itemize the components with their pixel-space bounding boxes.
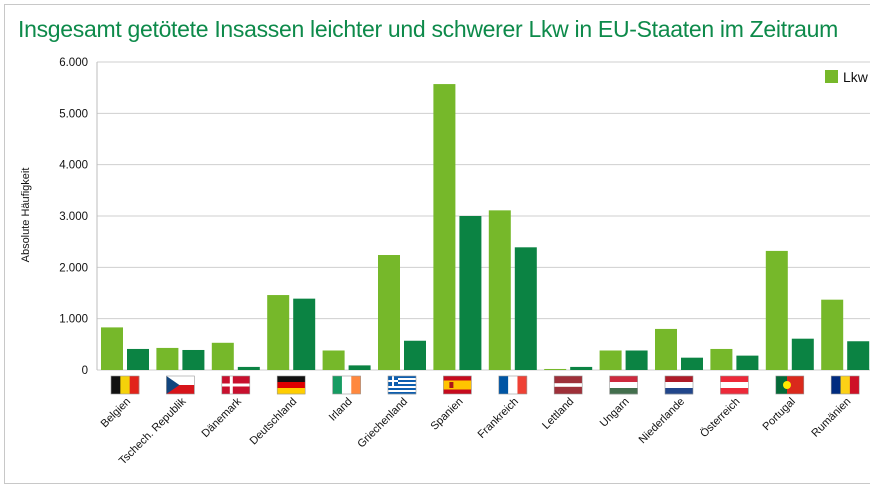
romania-flag-icon xyxy=(830,375,860,395)
france-flag-icon xyxy=(498,375,528,395)
bar-dark-green-7 xyxy=(514,247,537,370)
x-category-label: Belgien xyxy=(99,396,133,430)
y-tick-label: 2.000 xyxy=(59,262,88,274)
bar-light-green-10 xyxy=(655,328,677,370)
legend-swatch xyxy=(825,70,838,83)
legend-label: Lkw xyxy=(843,69,869,85)
y-tick-label: 1.000 xyxy=(59,314,88,326)
x-category-label: Dänemark xyxy=(200,395,245,440)
bar-light-green-0 xyxy=(101,327,123,370)
bar-dark-green-3 xyxy=(293,298,316,370)
x-category-label: Irland xyxy=(327,396,355,424)
bar-dark-green-8 xyxy=(570,366,593,370)
greece-flag-icon xyxy=(387,375,417,395)
bar-light-green-5 xyxy=(378,255,400,370)
bar-light-green-2 xyxy=(211,342,234,370)
bar-dark-green-12 xyxy=(791,338,814,370)
bar-dark-green-2 xyxy=(237,366,260,370)
bar-light-green-12 xyxy=(765,250,788,370)
x-category-label: Österreich xyxy=(698,396,742,440)
spain-flag-icon xyxy=(443,375,472,395)
y-tick-label: 0 xyxy=(82,365,88,377)
y-tick-label: 5.000 xyxy=(59,108,88,120)
bar-dark-green-5 xyxy=(404,340,426,370)
bar-dark-green-6 xyxy=(459,216,482,370)
bar-light-green-7 xyxy=(488,210,511,370)
bar-light-green-4 xyxy=(322,350,345,370)
y-tick-label: 4.000 xyxy=(59,160,88,172)
bar-light-green-6 xyxy=(433,84,456,370)
austria-flag-icon xyxy=(720,375,749,395)
x-category-label: Portugal xyxy=(760,396,797,433)
chart-title: Insgesamt getötete Insassen leichter und… xyxy=(18,16,839,42)
bar-dark-green-1 xyxy=(182,349,205,370)
belgium-flag-icon xyxy=(110,375,140,395)
x-category-label: Frankreich xyxy=(476,396,521,441)
bar-light-green-13 xyxy=(821,299,844,370)
bar-light-green-11 xyxy=(710,348,733,370)
bar-light-green-3 xyxy=(267,295,290,370)
bar-dark-green-9 xyxy=(625,350,648,370)
x-category-label: Griechenland xyxy=(355,396,410,451)
x-category-label: Niederlande xyxy=(637,396,687,446)
x-category-label: Spanien xyxy=(428,396,465,433)
bar-dark-green-11 xyxy=(736,355,759,370)
bar-dark-green-13 xyxy=(847,341,870,370)
bar-dark-green-0 xyxy=(127,348,149,370)
y-tick-label: 3.000 xyxy=(59,211,88,223)
denmark-flag-icon xyxy=(221,375,251,395)
bar-light-green-1 xyxy=(156,347,179,370)
bar-light-green-9 xyxy=(599,350,622,370)
czech-flag-icon xyxy=(166,375,195,395)
germany-flag-icon xyxy=(276,375,306,395)
x-category-label: Lettland xyxy=(540,396,576,432)
portugal-flag-icon xyxy=(775,375,805,395)
ireland-flag-icon xyxy=(332,375,361,395)
x-category-label: Rumänien xyxy=(809,396,853,440)
netherlands-flag-icon xyxy=(664,375,694,395)
latvia-flag-icon xyxy=(553,375,583,395)
hungary-flag-icon xyxy=(609,375,638,395)
y-tick-label: 6.000 xyxy=(59,57,88,69)
x-category-label: Deutschland xyxy=(248,396,300,448)
x-category-label: Ungarn xyxy=(598,396,632,430)
bar-light-green-8 xyxy=(544,368,567,370)
bar-dark-green-4 xyxy=(348,365,371,370)
bar-dark-green-10 xyxy=(681,357,703,370)
